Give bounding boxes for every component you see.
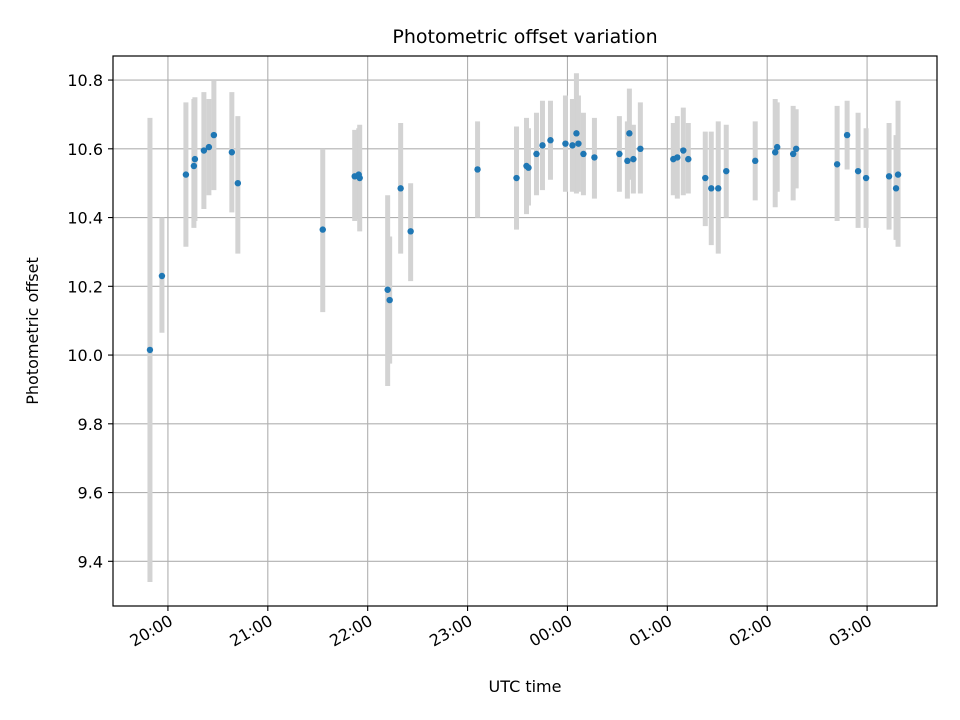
- y-tick-label: 10.4: [67, 209, 103, 228]
- data-point: [190, 162, 198, 170]
- data-point: [397, 185, 404, 192]
- data-point: [146, 346, 154, 354]
- data-point: [854, 167, 862, 175]
- data-point: [723, 167, 730, 175]
- data-point: [674, 154, 681, 161]
- grid: [113, 56, 937, 606]
- data-point: [789, 150, 797, 158]
- data-point: [685, 155, 692, 163]
- x-axis-label: UTC time: [489, 677, 562, 696]
- data-point: [843, 131, 851, 139]
- y-axis-label: Photometric offset: [23, 257, 42, 405]
- data-point: [792, 145, 800, 153]
- data-point: [182, 171, 190, 178]
- data-point: [228, 149, 236, 156]
- data-point: [474, 166, 481, 173]
- data-point: [200, 147, 208, 154]
- data-points: [146, 130, 902, 354]
- data-point: [752, 157, 759, 165]
- data-point: [680, 147, 687, 154]
- data-point: [773, 143, 781, 151]
- y-tick-label: 10.8: [67, 71, 103, 90]
- data-point: [573, 130, 580, 137]
- data-point: [580, 150, 587, 158]
- y-axis-ticks: 9.4 9.6 9.8 10.0 10.2 10.4 10.6 10.8: [67, 71, 113, 571]
- data-point: [616, 150, 623, 158]
- data-point: [533, 150, 540, 158]
- data-point: [708, 185, 715, 192]
- data-point: [205, 143, 213, 151]
- y-tick-label: 10.0: [67, 346, 103, 365]
- data-point: [885, 173, 893, 180]
- data-point: [894, 171, 902, 178]
- data-point: [539, 142, 546, 149]
- data-point: [569, 142, 576, 149]
- data-point: [384, 286, 391, 293]
- plot-area-frame: [112, 55, 938, 607]
- data-point: [626, 130, 633, 137]
- data-point: [158, 272, 166, 280]
- data-point: [356, 174, 363, 182]
- data-point: [562, 140, 569, 147]
- data-point: [386, 296, 393, 304]
- y-tick-label: 9.4: [78, 552, 103, 571]
- data-point: [862, 174, 870, 182]
- data-point: [525, 164, 532, 171]
- data-point: [715, 185, 722, 192]
- data-point: [591, 154, 598, 161]
- data-point: [771, 149, 779, 156]
- y-tick-label: 9.6: [78, 484, 103, 503]
- data-point: [407, 228, 414, 235]
- data-point: [624, 157, 631, 165]
- data-point: [210, 131, 218, 139]
- data-point: [191, 155, 199, 163]
- y-tick-label: 10.2: [67, 277, 103, 296]
- data-point: [892, 185, 900, 192]
- y-tick-label: 9.8: [78, 415, 103, 434]
- data-point: [234, 179, 242, 187]
- data-point: [547, 137, 554, 144]
- data-point: [513, 174, 520, 182]
- chart-title: Photometric offset variation: [392, 26, 657, 48]
- data-point: [833, 161, 841, 168]
- data-point: [637, 145, 644, 153]
- y-tick-label: 10.6: [67, 140, 103, 159]
- data-point: [575, 140, 582, 147]
- data-point: [319, 226, 326, 233]
- data-point: [702, 174, 709, 182]
- data-point: [630, 155, 637, 163]
